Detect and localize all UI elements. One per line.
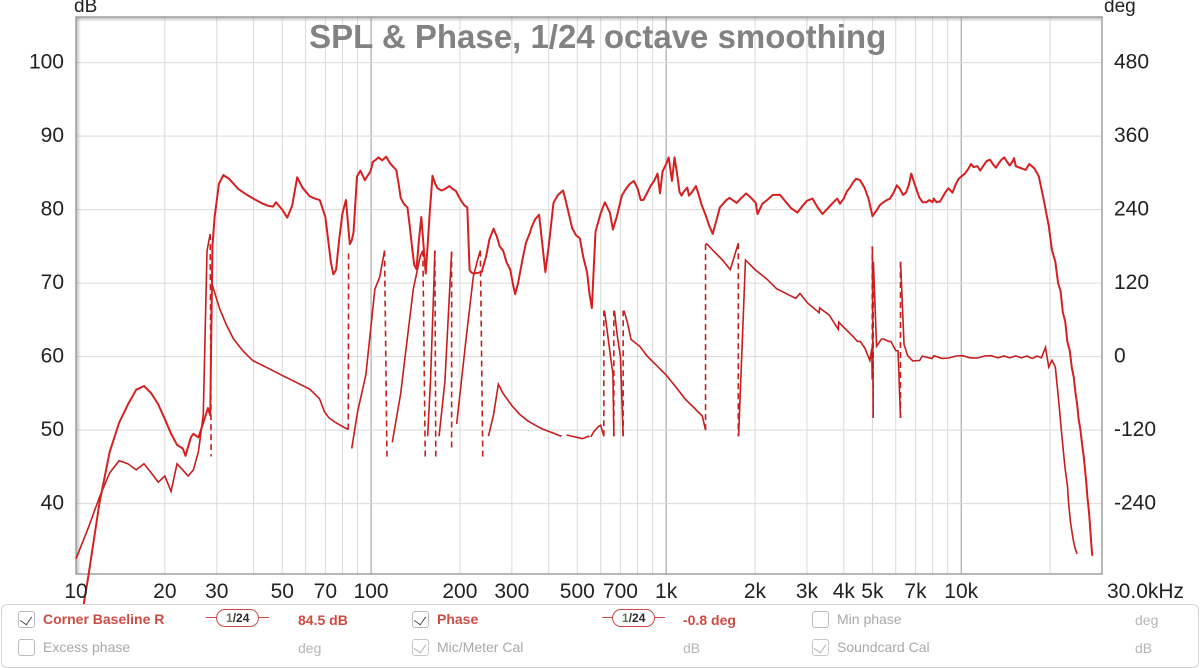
- svg-text:dB: dB: [74, 0, 97, 17]
- svg-text:5k: 5k: [861, 580, 884, 603]
- svg-text:50: 50: [271, 580, 294, 603]
- svg-text:360: 360: [1114, 124, 1149, 147]
- svg-text:50: 50: [41, 418, 64, 441]
- svg-text:10k: 10k: [944, 580, 978, 603]
- svg-text:60: 60: [41, 345, 64, 368]
- svg-text:70: 70: [314, 580, 337, 603]
- svg-text:80: 80: [41, 198, 64, 221]
- svg-text:-120: -120: [1114, 418, 1156, 441]
- svg-text:7k: 7k: [904, 580, 927, 603]
- svg-text:deg: deg: [1104, 0, 1136, 17]
- svg-text:500: 500: [560, 580, 595, 603]
- svg-text:30: 30: [205, 580, 228, 603]
- svg-text:40: 40: [41, 492, 64, 515]
- svg-text:10: 10: [64, 580, 87, 603]
- svg-text:120: 120: [1114, 271, 1149, 294]
- svg-text:1k: 1k: [655, 580, 678, 603]
- svg-text:700: 700: [603, 580, 638, 603]
- svg-text:4k: 4k: [833, 580, 856, 603]
- svg-text:-240: -240: [1114, 492, 1156, 515]
- svg-text:480: 480: [1114, 51, 1149, 74]
- svg-text:2k: 2k: [744, 580, 767, 603]
- svg-text:200: 200: [442, 580, 477, 603]
- svg-text:0: 0: [1114, 345, 1126, 368]
- svg-text:30.0kHz: 30.0kHz: [1107, 580, 1184, 603]
- svg-text:20: 20: [153, 580, 176, 603]
- svg-text:90: 90: [41, 124, 64, 147]
- svg-text:SPL & Phase, 1/24 octave smoot: SPL & Phase, 1/24 octave smoothing: [309, 18, 886, 55]
- svg-text:300: 300: [494, 580, 529, 603]
- svg-text:240: 240: [1114, 198, 1149, 221]
- svg-text:3k: 3k: [796, 580, 819, 603]
- svg-text:100: 100: [354, 580, 389, 603]
- svg-text:100: 100: [29, 51, 64, 74]
- svg-text:70: 70: [41, 271, 64, 294]
